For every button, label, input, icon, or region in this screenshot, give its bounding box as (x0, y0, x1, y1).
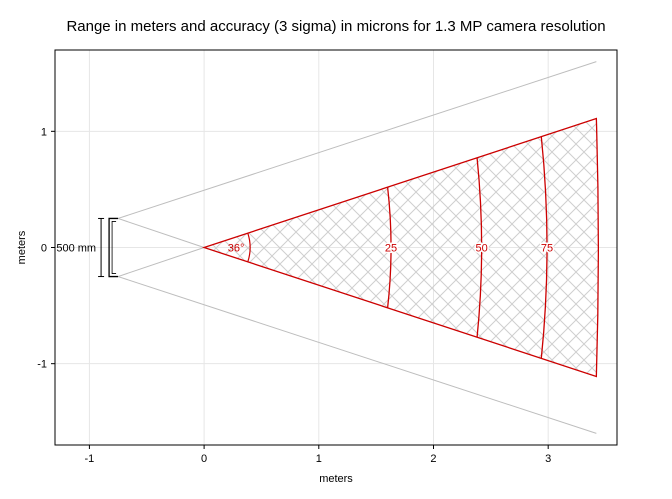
chart-title: Range in meters and accuracy (3 sigma) i… (66, 18, 605, 35)
fov-line (117, 217, 205, 248)
plot-content (117, 61, 599, 434)
camera-bracket (108, 217, 119, 278)
fov-angle-arc (247, 232, 251, 263)
fov-line (117, 247, 205, 278)
x-tick-label: 0 (201, 453, 207, 465)
accuracy-contour (386, 187, 392, 308)
y-tick-label: -1 (37, 359, 47, 371)
x-axis-label: meters (319, 473, 353, 485)
fov-angle-label: 36° (228, 243, 245, 255)
y-tick-label: 0 (41, 243, 47, 255)
y-tick-label: 1 (41, 126, 47, 138)
fov-line (117, 276, 597, 434)
x-tick-label: 1 (316, 453, 322, 465)
contour-label: 50 (476, 243, 488, 255)
accuracy-region-outline (202, 117, 599, 378)
x-tick-label: 3 (545, 453, 551, 465)
fov-line (117, 61, 597, 219)
accuracy-contour (476, 157, 483, 338)
accuracy-contour (540, 136, 548, 359)
accuracy-region-fill (204, 118, 599, 377)
contour-label: 75 (541, 243, 553, 255)
x-tick-label: -1 (85, 453, 95, 465)
y-axis-label: meters (16, 230, 28, 264)
camera-bracket-inner (111, 221, 117, 274)
x-tick-label: 2 (430, 453, 436, 465)
contour-label: 25 (385, 243, 397, 255)
baseline-label: 500 mm (56, 243, 96, 255)
